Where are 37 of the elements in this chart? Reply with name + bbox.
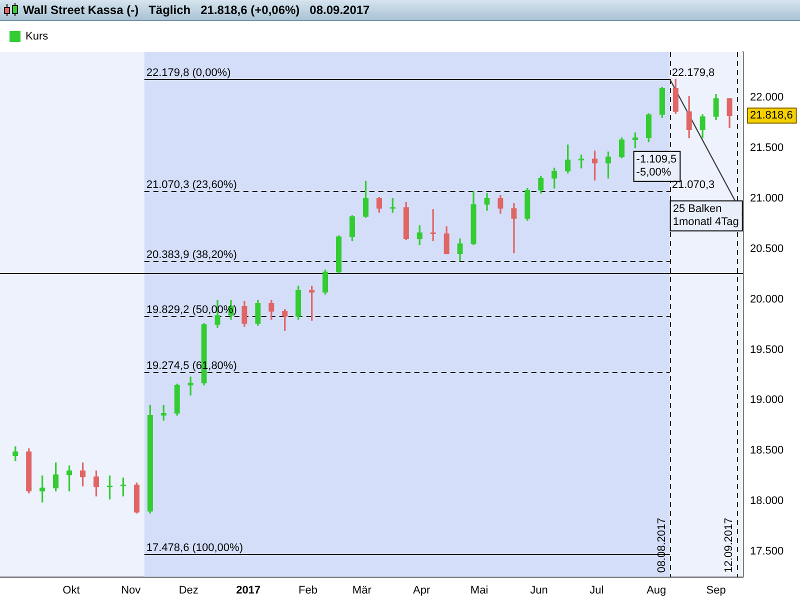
y-tick-label: 20.000 (750, 293, 784, 306)
x-tick-label: Jul (590, 584, 604, 596)
y-tick-label: 18.500 (750, 444, 784, 457)
candlestick (188, 376, 194, 396)
x-tick-label: Aug (646, 584, 666, 596)
y-tick-label: 21.000 (750, 192, 784, 204)
ref-line-label: 08.08.2017 (656, 518, 668, 573)
x-tick-label: Feb (298, 584, 318, 596)
y-tick-label: 19.000 (750, 394, 784, 406)
y-tick-label: 22.000 (750, 91, 784, 104)
ref-line-label: 17.478,6 (100,00%) (146, 542, 244, 554)
x-tick-label: Okt (62, 584, 80, 596)
ref-line-label: 12.09.2017 (723, 518, 736, 573)
y-tick-label: 17.500 (750, 546, 784, 558)
chart-title: Wall Street Kassa (-) Täglich 21.818,6 (+0,06%) 08.09.2017 (23, 3, 370, 17)
y-tick-label: 19.500 (750, 344, 784, 356)
x-tick-label: Dez (178, 584, 198, 596)
ref-line-label: 21.070,3 (23,60%) (146, 179, 237, 192)
annotation: -1.109,5 -5,00% (636, 153, 677, 178)
annotation: 22.179,8 (672, 66, 715, 79)
ref-line-label: 22.179,8 (0,00%) (146, 67, 231, 80)
annotation: 25 Balken 1monatl 4Tag (672, 202, 739, 228)
y-tick-label: 20.500 (750, 242, 784, 255)
y-tick-label: 21.500 (750, 142, 784, 154)
x-tick-label: Mär (352, 584, 372, 596)
x-tick-label: Sep (706, 584, 726, 596)
y-tick-label: 18.000 (750, 495, 784, 508)
annotation: 21.070,3 (672, 178, 715, 191)
legend-label: Kurs (26, 30, 49, 43)
ref-line-label: 20.383,9 (38,20%) (146, 249, 237, 262)
x-tick-label: Mai (470, 584, 488, 596)
x-tick-label: Nov (121, 584, 142, 596)
x-tick-label: Apr (412, 584, 430, 596)
candlestick (511, 203, 517, 254)
x-tick-label: Jun (530, 584, 548, 596)
text: 21.818,6 (750, 110, 793, 122)
x-tick-label: 2017 (236, 584, 261, 596)
